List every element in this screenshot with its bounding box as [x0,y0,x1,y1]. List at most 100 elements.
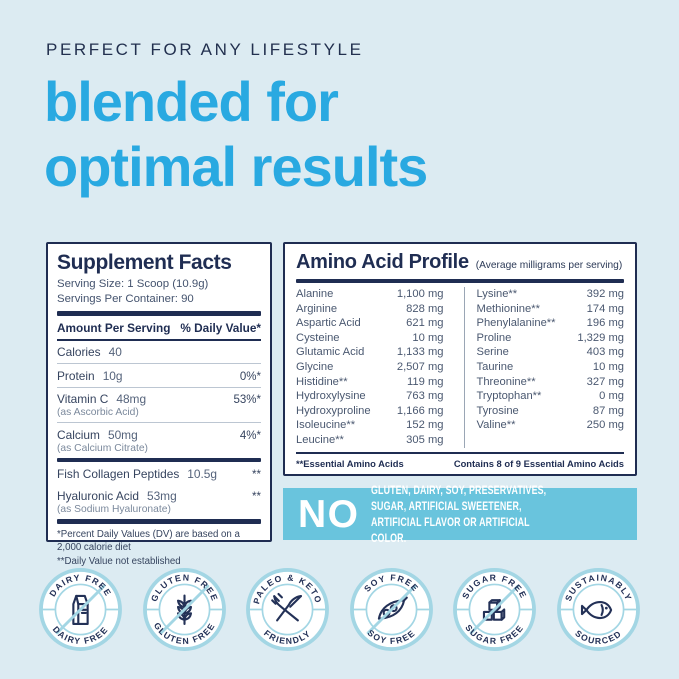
nutrient-name: Fish Collagen Peptides [57,466,180,481]
badge-dairy-free: DAIRY FREE DAIRY FREE [38,567,123,652]
amino-value: 10 mg [592,360,624,373]
amino-row: Glycine 2,507 mg [296,360,444,375]
amino-name: Leucine** [296,433,344,446]
amino-column-left: Alanine 1,100 mg Arginine 828 mg Aspartic Ac… [296,287,454,448]
nutrient-name: Calories [57,345,101,359]
amino-row: Aspartic Acid 621 mg [296,316,444,331]
amino-value: 621 mg [406,317,444,330]
amino-row: Serine 403 mg [477,345,625,360]
amino-name: Proline [476,331,512,344]
nutrient-daily-value: 0%* [239,370,261,383]
banner-no-word: NO [298,492,360,536]
amino-value: 250 mg [586,419,624,432]
amino-acid-panel: Amino Acid Profile (Average milligrams p… [283,242,637,476]
facts-row: Protein 10g 0%* [57,364,261,388]
nutrient-amount: 50mg [107,427,138,442]
amino-columns: Alanine 1,100 mg Arginine 828 mg Aspartic Ac… [296,287,624,448]
headline-line-1: blended for [44,70,339,133]
amino-name: Phenylalanine** [476,317,556,330]
badge-gluten-free: GLUTEN FREE GLUTEN FREE [142,567,227,652]
amino-row: Alanine 1,100 mg [296,287,444,302]
divider-thick [57,311,261,316]
amino-value: 10 mg [412,331,444,344]
amino-value: 152 mg [406,419,444,432]
page-title: blended for optimal results [44,70,428,200]
amino-subtitle: (Average milligrams per serving) [475,260,623,271]
amino-name: Serine [476,346,509,359]
amino-value: 196 mg [586,317,624,330]
amino-name: Tyrosine [476,404,519,417]
nutrient-name: Vitamin C [57,392,109,406]
amino-row: Leucine** 305 mg [296,433,444,448]
amino-name: Cysteine [296,331,340,344]
amino-row: Phenylalanine** 196 mg [477,316,625,331]
amino-header: Amino Acid Profile (Average milligrams p… [296,251,624,274]
amino-value: 1,329 mg [577,331,624,344]
amino-row: Taurine 10 mg [477,360,625,375]
supplement-facts-title: Supplement Facts [57,251,232,274]
nutrient-daily-value: ** [252,491,261,503]
facts-footnotes: *Percent Daily Values (DV) are based on … [57,528,261,569]
amino-row: Hydroxylysine 763 mg [296,389,444,404]
amino-name: Taurine [476,360,514,373]
serving-size: Serving Size: 1 Scoop (10.9g) [57,278,209,290]
amino-name: Hydroxyproline [296,404,371,417]
servings-per-container: Servings Per Container: 90 [57,293,194,305]
facts-footnote-line: **Daily Value not established [57,555,181,567]
amino-row: Hydroxyproline 1,166 mg [296,404,444,419]
facts-row: Calcium 50mg 4%* (as Calcium Citrate) [57,423,261,458]
amino-name: Histidine** [296,375,348,388]
banner-claims-text: GLUTEN, DAIRY, SOY, PRESERVATIVES, SUGAR… [370,482,546,546]
nutrient-name: Protein [57,368,95,383]
amino-value: 327 mg [586,375,624,388]
no-claims-banner: NO GLUTEN, DAIRY, SOY, PRESERVATIVES, SU… [283,483,637,545]
amino-value: 87 mg [592,404,624,417]
nutrient-amount: 48mg [116,392,147,406]
amino-row: Isoleucine** 152 mg [296,418,444,433]
amino-name: Isoleucine** [296,419,356,432]
amino-name: Aspartic Acid [296,317,361,330]
amino-row: Threonine** 327 mg [477,375,625,390]
amino-essential-count: Contains 8 of 9 Essential Amino Acids [453,457,624,469]
badge-sustainably: SUSTAINABLY SOURCED [556,567,641,652]
facts-footnote-line: *Percent Daily Values (DV) are based on … [57,528,240,554]
amino-row: Arginine 828 mg [296,302,444,317]
nutrient-amount: 40 [108,345,122,359]
amino-value: 2,507 mg [396,360,444,373]
amino-name: Glycine [296,360,334,373]
facts-rows: Calories 40 Protein 10g 0%* Vitamin C 48mg 53%*… [57,341,261,524]
amino-name: Glutamic Acid [296,346,365,359]
nutrient-source: (as Sodium Hyaluronate) [57,504,171,515]
badge-soy-free: SOY FREE SOY FREE [349,567,434,652]
amino-name: Alanine [296,288,334,300]
amino-title: Amino Acid Profile [296,251,469,273]
nutrient-amount: 53mg [146,489,177,503]
nutrient-name: Hyaluronic Acid [57,489,139,503]
amino-value: 403 mg [586,346,624,359]
amino-name: Tryptophan** [476,390,542,403]
divider-thick [57,519,261,524]
amino-value: 392 mg [586,288,624,300]
nutrient-daily-value: 53%* [233,394,262,406]
nutrient-source: (as Ascorbic Acid) [57,407,139,418]
amino-row: Glutamic Acid 1,133 mg [296,345,444,360]
eyebrow-text: PERFECT FOR ANY LIFESTYLE [46,40,364,59]
col-amount-per-serving: Amount Per Serving [57,320,171,335]
badge-sugar-free: SUGAR FREE SUGAR FREE [452,567,537,652]
nutrient-source: (as Calcium Citrate) [57,442,148,454]
amino-row: Proline 1,329 mg [477,331,625,346]
amino-name: Threonine** [476,375,536,388]
amino-row: Cysteine 10 mg [296,331,444,346]
amino-value: 1,100 mg [396,288,444,300]
nutrient-daily-value: ** [252,468,261,481]
headline-line-2: optimal results [44,134,428,198]
amino-value: 0 mg [599,390,624,403]
supplement-facts-panel: Supplement Facts Serving Size: 1 Scoop (… [46,242,272,567]
amino-footnote: **Essential Amino Acids [296,457,404,469]
